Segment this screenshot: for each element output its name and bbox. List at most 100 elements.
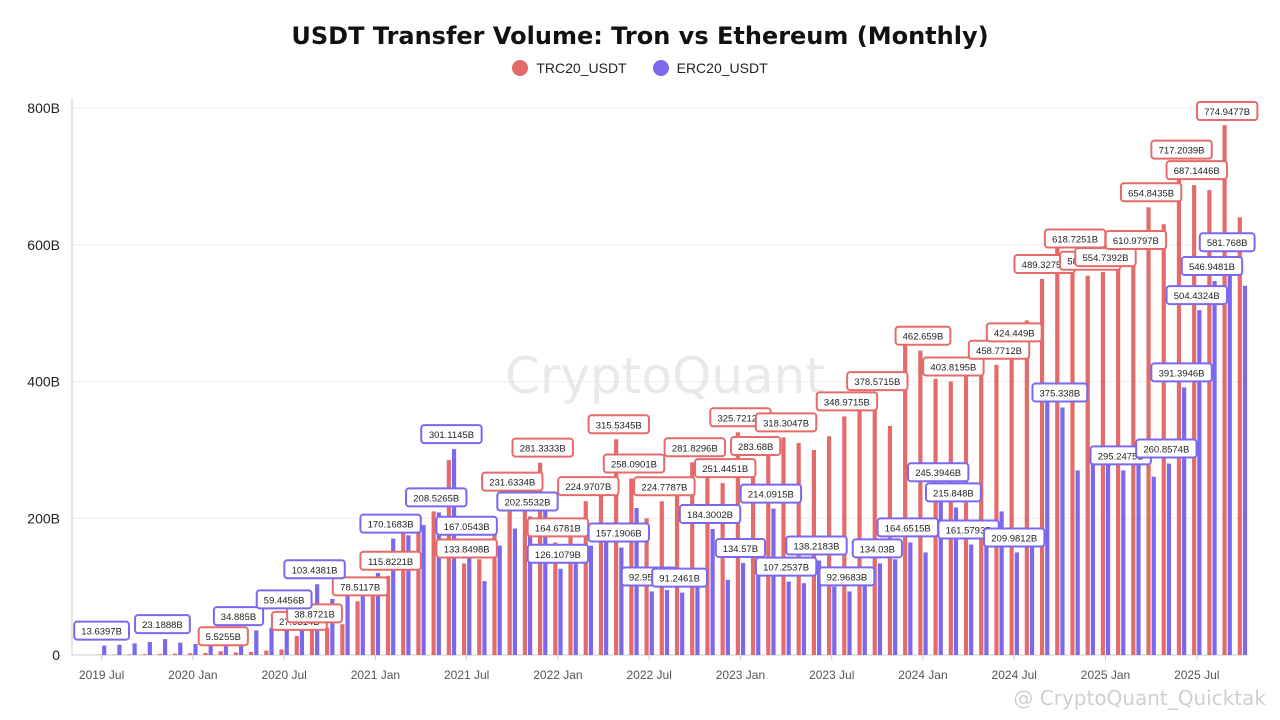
bar-trc20-usdt: [492, 531, 497, 655]
bar-erc20-usdt: [208, 644, 213, 655]
data-label-box: [359, 513, 422, 534]
bar-trc20-usdt: [1085, 275, 1090, 655]
x-tick-label: 2022 Jan: [533, 668, 582, 682]
data-label: 581.768B: [1207, 238, 1248, 249]
data-label: 378.5715B: [854, 377, 900, 388]
data-label: 462.659B: [903, 332, 944, 343]
data-label-box: [405, 487, 468, 508]
bar-trc20-usdt: [279, 649, 284, 655]
bar-erc20-usdt: [893, 559, 898, 655]
bar-erc20-usdt: [132, 643, 137, 655]
data-label: 318.3047B: [763, 418, 809, 429]
data-label-box: [851, 538, 903, 559]
data-label: 5.5255B: [206, 632, 241, 643]
bar-erc20-usdt: [984, 545, 989, 655]
data-label: 170.1683B: [368, 520, 414, 531]
bar-trc20-usdt: [1146, 207, 1151, 655]
data-label: 546.9481B: [1189, 262, 1235, 273]
bar-trc20-usdt: [933, 378, 938, 655]
bar-erc20-usdt: [938, 487, 943, 655]
data-label: 134.03B: [860, 544, 895, 555]
bar-trc20-usdt: [1207, 190, 1212, 656]
data-label: 403.8195B: [930, 363, 976, 374]
y-tick-label: 600B: [27, 237, 60, 253]
bar-erc20-usdt: [482, 581, 487, 655]
bar-erc20-usdt: [1090, 456, 1095, 655]
bar-erc20-usdt: [1045, 398, 1050, 655]
data-label: 224.7787B: [641, 482, 687, 493]
bar-trc20-usdt: [705, 477, 710, 655]
data-label-box: [922, 356, 985, 377]
bar-erc20-usdt: [1075, 470, 1080, 655]
bar-erc20-usdt: [862, 576, 867, 655]
bar-erc20-usdt: [512, 528, 517, 655]
legend-label-erc20: ERC20_USDT: [676, 60, 768, 76]
bar-erc20-usdt: [1106, 453, 1111, 655]
data-label: 167.0543B: [444, 522, 490, 533]
data-label-box: [511, 437, 574, 458]
data-label: 209.9812B: [991, 533, 1037, 544]
data-label: 231.6334B: [489, 478, 535, 489]
data-label: 610.9797B: [1113, 236, 1159, 247]
x-tick-label: 2024 Jan: [898, 668, 947, 682]
bar-erc20-usdt: [756, 572, 761, 655]
data-label-box: [435, 515, 498, 536]
data-label-box: [983, 527, 1046, 548]
y-tick-label: 400B: [27, 374, 60, 390]
bar-trc20-usdt: [157, 653, 162, 655]
data-label: 164.6515B: [885, 523, 931, 534]
y-tick-label: 0: [52, 647, 60, 663]
bar-erc20-usdt: [740, 562, 746, 655]
data-label: 208.5265B: [413, 493, 459, 504]
bar-erc20-usdt: [588, 545, 594, 655]
bar-trc20-usdt: [309, 628, 315, 655]
bar-trc20-usdt: [203, 652, 208, 655]
bar-trc20-usdt: [507, 496, 512, 655]
data-label: 164.6781B: [535, 523, 581, 534]
data-label-box: [587, 522, 650, 543]
bar-trc20-usdt: [127, 654, 132, 655]
bar-trc20-usdt: [614, 439, 619, 655]
legend-dot-erc20: [652, 60, 669, 76]
bar-trc20-usdt: [172, 653, 178, 655]
bar-erc20-usdt: [953, 507, 959, 655]
legend-item-trc20[interactable]: TRC20_USDT: [512, 60, 627, 76]
bar-trc20-usdt: [461, 563, 467, 655]
bar-trc20-usdt: [249, 651, 254, 655]
data-label: 489.3275B: [1022, 260, 1068, 271]
data-label: 554.7392B: [1083, 253, 1129, 264]
bar-erc20-usdt: [391, 538, 396, 655]
data-label-box: [985, 322, 1043, 343]
data-label: 774.9477B: [1204, 107, 1250, 118]
bar-trc20-usdt: [1055, 231, 1060, 655]
data-label: 107.2537B: [763, 563, 809, 574]
bar-erc20-usdt: [847, 591, 852, 655]
data-label-box: [739, 483, 803, 504]
data-label: 391.3946B: [1159, 368, 1205, 379]
x-tick-label: 2020 Jul: [261, 668, 306, 682]
x-tick-label: 2023 Jan: [716, 668, 765, 682]
x-tick-label: 2019 Jul: [79, 668, 124, 682]
data-label-box: [846, 371, 909, 392]
data-label-box: [663, 437, 727, 458]
bar-trc20-usdt: [1176, 164, 1182, 656]
bar-trc20-usdt: [294, 635, 299, 655]
bar-erc20-usdt: [102, 645, 107, 655]
data-label: 245.3946B: [915, 468, 961, 479]
bar-erc20-usdt: [299, 607, 305, 655]
bar-trc20-usdt: [401, 531, 406, 655]
bar-erc20-usdt: [360, 579, 365, 655]
data-label-box: [134, 614, 191, 635]
data-label-box: [1135, 438, 1198, 459]
data-label-box: [331, 576, 389, 597]
data-label-box: [1150, 139, 1213, 160]
data-label: 618.7251B: [1052, 234, 1098, 245]
bar-trc20-usdt: [1192, 185, 1197, 655]
legend-item-erc20[interactable]: ERC20_USDT: [652, 60, 768, 76]
data-label: 687.1446B: [1174, 166, 1220, 177]
data-label: 251.4451B: [702, 464, 748, 475]
data-label-box: [255, 589, 313, 610]
bar-erc20-usdt: [330, 598, 335, 655]
bar-trc20-usdt: [355, 601, 360, 655]
